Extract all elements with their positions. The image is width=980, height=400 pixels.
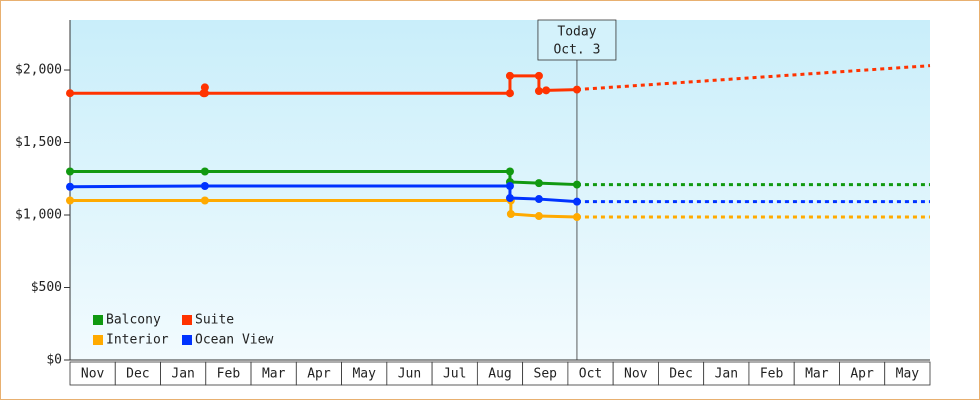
price-point bbox=[572, 85, 581, 94]
price-line bbox=[70, 170, 578, 187]
price-point bbox=[200, 196, 209, 205]
x-tick-label: Dec bbox=[126, 367, 149, 382]
x-tick-label: May bbox=[896, 367, 920, 382]
price-point bbox=[200, 89, 209, 98]
price-point bbox=[572, 213, 581, 222]
price-point bbox=[200, 83, 209, 92]
price-point bbox=[572, 180, 581, 189]
legend-label: Interior bbox=[106, 333, 169, 348]
x-tick-label: Mar bbox=[262, 367, 286, 382]
today-label: Oct. 3 bbox=[553, 43, 600, 58]
y-tick-label: $500 bbox=[31, 280, 62, 295]
month-cell bbox=[884, 361, 931, 386]
price-point bbox=[66, 196, 74, 205]
price-line bbox=[70, 199, 577, 219]
x-tick-label: Sep bbox=[534, 367, 558, 382]
x-tick-label: Aug bbox=[488, 367, 511, 382]
price-point bbox=[505, 167, 514, 176]
x-tick-label: Jul bbox=[443, 367, 466, 382]
price-point bbox=[66, 167, 74, 176]
legend-swatch bbox=[93, 315, 103, 325]
x-tick-label: May bbox=[352, 367, 376, 382]
price-point bbox=[505, 89, 514, 98]
x-tick-label: Apr bbox=[850, 367, 874, 382]
price-point bbox=[200, 167, 209, 176]
y-tick-label: $1,000 bbox=[15, 208, 62, 223]
x-tick-label: Apr bbox=[307, 367, 331, 382]
x-tick-label: Jan bbox=[171, 367, 194, 382]
x-tick-label: Feb bbox=[217, 367, 241, 382]
price-point bbox=[534, 212, 543, 221]
x-tick-label: Dec bbox=[669, 367, 692, 382]
price-point bbox=[200, 182, 209, 191]
legend-swatch bbox=[182, 315, 192, 325]
x-tick-label: Jun bbox=[398, 367, 421, 382]
projection-line bbox=[576, 64, 931, 92]
legend-swatch bbox=[93, 335, 103, 345]
price-point bbox=[505, 71, 514, 80]
x-tick-label: Feb bbox=[760, 367, 784, 382]
price-point bbox=[534, 195, 543, 204]
today-label: Today bbox=[557, 25, 596, 40]
legend-label: Balcony bbox=[106, 313, 161, 328]
price-point bbox=[505, 194, 514, 203]
price-point bbox=[542, 86, 551, 95]
legend-label: Suite bbox=[195, 313, 234, 328]
x-tick-label: Mar bbox=[805, 367, 829, 382]
price-point bbox=[534, 87, 543, 96]
today-box bbox=[537, 19, 617, 61]
legend-swatch bbox=[182, 335, 192, 345]
price-point bbox=[66, 89, 74, 98]
y-tick-label: $2,000 bbox=[15, 63, 62, 78]
legend-label: Ocean View bbox=[195, 333, 273, 348]
y-tick-label: $1,500 bbox=[15, 135, 62, 150]
plot-area bbox=[70, 20, 930, 360]
price-point bbox=[534, 179, 543, 188]
x-tick-label: Nov bbox=[81, 367, 105, 382]
price-point bbox=[506, 209, 515, 218]
y-tick-label: $0 bbox=[46, 353, 62, 368]
price-line bbox=[69, 184, 578, 204]
price-point bbox=[534, 71, 543, 80]
x-tick-label: Nov bbox=[624, 367, 648, 382]
x-tick-label: Jan bbox=[715, 367, 738, 382]
price-point bbox=[572, 197, 581, 206]
x-tick-label: Oct bbox=[579, 367, 602, 382]
price-point bbox=[505, 182, 514, 191]
price-point bbox=[66, 182, 74, 191]
